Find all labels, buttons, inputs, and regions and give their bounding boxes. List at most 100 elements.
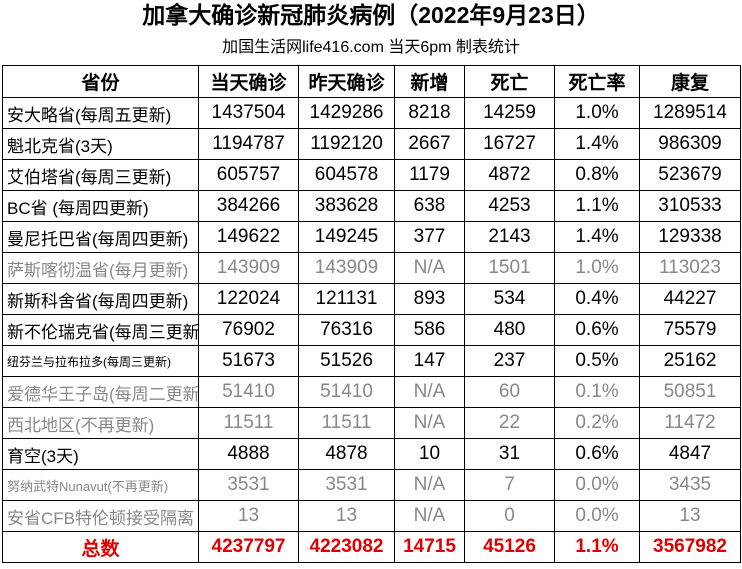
value-cell: 0.0% bbox=[554, 500, 640, 532]
table-row: 艾伯塔省(每周三更新) 605757 604578 1179 4872 0.8% 52367… bbox=[2, 159, 741, 191]
value-cell: 11472 bbox=[639, 407, 741, 439]
table-row: 新不伦瑞克省(每周三更新) 76902 76316 586 480 0.6% 75579 bbox=[2, 314, 741, 346]
province-cell: 萨斯喀彻温省(每月更新) bbox=[2, 252, 199, 284]
value-cell: 31 bbox=[464, 438, 555, 470]
value-cell: 51410 bbox=[198, 376, 299, 408]
value-cell: 0.2% bbox=[554, 407, 640, 439]
value-cell: 11511 bbox=[298, 407, 395, 439]
table-row: 努纳武特Nunavut(不再更新) 3531 3531 N/A 7 0.0% 3435 bbox=[2, 469, 741, 501]
value-cell: 3435 bbox=[639, 469, 741, 501]
value-cell: 480 bbox=[464, 314, 555, 346]
province-cell: BC省 (每周四更新) bbox=[2, 190, 199, 222]
value-cell: 4847 bbox=[639, 438, 741, 470]
column-header: 新增 bbox=[394, 65, 465, 98]
value-cell: 3531 bbox=[198, 469, 299, 501]
value-cell: 383628 bbox=[298, 190, 395, 222]
column-header: 昨天确诊 bbox=[298, 65, 395, 98]
value-cell: 51526 bbox=[298, 345, 395, 377]
value-cell: 14259 bbox=[464, 97, 555, 129]
total-cell: 4223082 bbox=[298, 531, 395, 563]
value-cell: 4888 bbox=[198, 438, 299, 470]
value-cell: 4872 bbox=[464, 159, 555, 191]
total-row: 总数 4237797 4223082 14715 45126 1.1% 3567982 bbox=[2, 531, 741, 563]
value-cell: 51673 bbox=[198, 345, 299, 377]
value-cell: 1194787 bbox=[198, 128, 299, 160]
table-row: 魁北克省(3天) 1194787 1192120 2667 16727 1.4% 98630… bbox=[2, 128, 741, 160]
total-cell: 4237797 bbox=[198, 531, 299, 563]
value-cell: 986309 bbox=[639, 128, 741, 160]
value-cell: 122024 bbox=[198, 283, 299, 315]
value-cell: 60 bbox=[464, 376, 555, 408]
value-cell: 13 bbox=[198, 500, 299, 532]
value-cell: 10 bbox=[394, 438, 465, 470]
table-row: 萨斯喀彻温省(每月更新) 143909 143909 N/A 1501 1.0% 11302… bbox=[2, 252, 741, 284]
value-cell: 893 bbox=[394, 283, 465, 315]
value-cell: 1179 bbox=[394, 159, 465, 191]
province-cell: 新斯科舍省(每周四更新) bbox=[2, 283, 199, 315]
value-cell: 1.0% bbox=[554, 252, 640, 284]
value-cell: 51410 bbox=[298, 376, 395, 408]
value-cell: 25162 bbox=[639, 345, 741, 377]
value-cell: 310533 bbox=[639, 190, 741, 222]
column-header: 当天确诊 bbox=[198, 65, 299, 98]
value-cell: 2143 bbox=[464, 221, 555, 253]
province-cell: 魁北克省(3天) bbox=[2, 128, 199, 160]
value-cell: 534 bbox=[464, 283, 555, 315]
header-row: 省份 当天确诊 昨天确诊 新增 死亡 死亡率 康复 bbox=[2, 65, 741, 98]
column-header: 省份 bbox=[2, 65, 199, 98]
value-cell: 0.4% bbox=[554, 283, 640, 315]
value-cell: 4253 bbox=[464, 190, 555, 222]
value-cell: 13 bbox=[639, 500, 741, 532]
value-cell: N/A bbox=[394, 376, 465, 408]
value-cell: 1.0% bbox=[554, 97, 640, 129]
value-cell: 50851 bbox=[639, 376, 741, 408]
province-cell: 爱德华王子岛(每周二更新) bbox=[2, 376, 199, 408]
value-cell: 16727 bbox=[464, 128, 555, 160]
value-cell: 0.1% bbox=[554, 376, 640, 408]
value-cell: 1.4% bbox=[554, 221, 640, 253]
value-cell: N/A bbox=[394, 469, 465, 501]
value-cell: 8218 bbox=[394, 97, 465, 129]
value-cell: 1501 bbox=[464, 252, 555, 284]
province-cell: 安大略省(每周五更新) bbox=[2, 97, 199, 129]
value-cell: N/A bbox=[394, 252, 465, 284]
value-cell: 143909 bbox=[198, 252, 299, 284]
province-cell: 艾伯塔省(每周三更新) bbox=[2, 159, 199, 191]
total-cell: 3567982 bbox=[639, 531, 741, 563]
value-cell: 1429286 bbox=[298, 97, 395, 129]
table-row: 安省CFB特伦顿接受隔离 13 13 N/A 0 0.0% 13 bbox=[2, 500, 741, 532]
value-cell: 0.6% bbox=[554, 314, 640, 346]
value-cell: 384266 bbox=[198, 190, 299, 222]
value-cell: 149622 bbox=[198, 221, 299, 253]
value-cell: 76316 bbox=[298, 314, 395, 346]
table-body: 安大略省(每周五更新) 1437504 1429286 8218 14259 1.0% 12… bbox=[2, 97, 741, 563]
value-cell: 13 bbox=[298, 500, 395, 532]
province-cell: 安省CFB特伦顿接受隔离 bbox=[2, 500, 199, 532]
value-cell: 113023 bbox=[639, 252, 741, 284]
column-header: 死亡 bbox=[464, 65, 555, 98]
table-row: 安大略省(每周五更新) 1437504 1429286 8218 14259 1.0% 12… bbox=[2, 97, 741, 129]
value-cell: 3531 bbox=[298, 469, 395, 501]
value-cell: 638 bbox=[394, 190, 465, 222]
column-header: 康复 bbox=[639, 65, 741, 98]
table-row: BC省 (每周四更新) 384266 383628 638 4253 1.1% 310533 bbox=[2, 190, 741, 222]
value-cell: 1.1% bbox=[554, 190, 640, 222]
value-cell: 44227 bbox=[639, 283, 741, 315]
value-cell: 129338 bbox=[639, 221, 741, 253]
table-row: 西北地区(不再更新) 11511 11511 N/A 22 0.2% 11472 bbox=[2, 407, 741, 439]
value-cell: 1289514 bbox=[639, 97, 741, 129]
value-cell: 237 bbox=[464, 345, 555, 377]
table-header: 省份 当天确诊 昨天确诊 新增 死亡 死亡率 康复 bbox=[2, 65, 741, 98]
province-cell: 新不伦瑞克省(每周三更新) bbox=[2, 314, 199, 346]
value-cell: N/A bbox=[394, 500, 465, 532]
value-cell: 143909 bbox=[298, 252, 395, 284]
title: 加拿大确诊新冠肺炎病例（2022年9月23日） bbox=[142, 2, 600, 28]
value-cell: 11511 bbox=[198, 407, 299, 439]
value-cell: 377 bbox=[394, 221, 465, 253]
value-cell: 1.4% bbox=[554, 128, 640, 160]
value-cell: 2667 bbox=[394, 128, 465, 160]
case-table: 省份 当天确诊 昨天确诊 新增 死亡 死亡率 康复 安大略省(每周五更新) 1437504 14… bbox=[2, 65, 741, 563]
table-row: 育空(3天) 4888 4878 10 31 0.6% 4847 bbox=[2, 438, 741, 470]
table-row: 曼尼托巴省(每周四更新) 149622 149245 377 2143 1.4% 12933… bbox=[2, 221, 741, 253]
